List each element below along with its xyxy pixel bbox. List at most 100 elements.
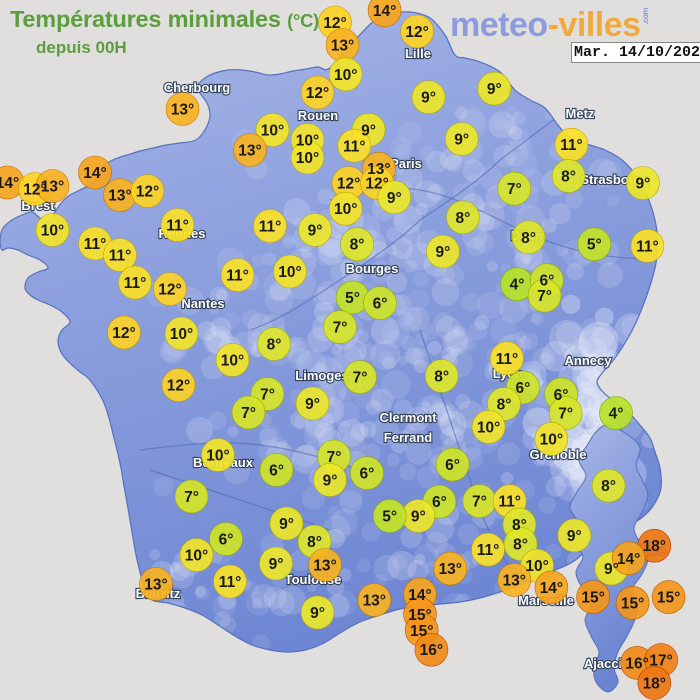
- svg-text:14°: 14°: [617, 551, 640, 568]
- svg-text:4°: 4°: [510, 277, 525, 294]
- svg-text:12°: 12°: [337, 176, 360, 193]
- svg-text:10°: 10°: [334, 201, 357, 218]
- svg-text:10°: 10°: [296, 133, 319, 150]
- svg-text:10°: 10°: [278, 264, 301, 281]
- svg-text:Nantes: Nantes: [181, 296, 224, 311]
- svg-text:Clermont: Clermont: [379, 410, 437, 425]
- svg-text:Annecy: Annecy: [565, 353, 613, 368]
- svg-text:10°: 10°: [477, 419, 500, 436]
- svg-text:7°: 7°: [558, 406, 573, 423]
- svg-text:13°: 13°: [171, 102, 194, 119]
- svg-text:11°: 11°: [124, 275, 147, 292]
- svg-text:13°: 13°: [41, 179, 64, 196]
- svg-text:14°: 14°: [540, 580, 563, 597]
- svg-text:15°: 15°: [657, 590, 680, 607]
- svg-text:8°: 8°: [434, 369, 449, 386]
- svg-text:9°: 9°: [635, 176, 650, 193]
- svg-text:7°: 7°: [241, 405, 256, 422]
- svg-text:9°: 9°: [567, 528, 582, 545]
- svg-text:10°: 10°: [540, 431, 563, 448]
- svg-text:12°: 12°: [136, 184, 159, 201]
- svg-text:13°: 13°: [144, 577, 167, 594]
- svg-text:10°: 10°: [206, 448, 229, 465]
- svg-text:16°: 16°: [625, 655, 648, 672]
- svg-text:8°: 8°: [601, 478, 616, 495]
- svg-text:10°: 10°: [185, 548, 208, 565]
- svg-text:13°: 13°: [503, 573, 526, 590]
- svg-text:14°: 14°: [0, 175, 19, 192]
- svg-text:6°: 6°: [219, 532, 234, 549]
- svg-text:11°: 11°: [84, 236, 107, 253]
- svg-text:14°: 14°: [373, 3, 396, 20]
- svg-text:6°: 6°: [373, 296, 388, 313]
- svg-text:12°: 12°: [365, 176, 388, 193]
- svg-text:7°: 7°: [327, 449, 342, 466]
- svg-text:Rouen: Rouen: [298, 108, 339, 123]
- svg-text:9°: 9°: [387, 190, 402, 207]
- svg-text:8°: 8°: [307, 534, 322, 551]
- svg-text:5°: 5°: [587, 237, 602, 254]
- svg-text:13°: 13°: [363, 593, 386, 610]
- svg-text:Cherbourg: Cherbourg: [164, 80, 231, 95]
- svg-text:8°: 8°: [267, 337, 282, 354]
- svg-text:8°: 8°: [350, 237, 365, 254]
- svg-text:9°: 9°: [487, 81, 502, 98]
- svg-text:7°: 7°: [353, 370, 368, 387]
- svg-text:7°: 7°: [472, 494, 487, 511]
- svg-text:11°: 11°: [343, 138, 366, 155]
- svg-text:13°: 13°: [331, 38, 354, 55]
- svg-text:6°: 6°: [269, 463, 284, 480]
- svg-text:Bourges: Bourges: [346, 261, 399, 276]
- svg-text:15°: 15°: [410, 623, 433, 640]
- svg-text:14°: 14°: [83, 165, 106, 182]
- svg-text:11°: 11°: [259, 219, 282, 236]
- svg-text:9°: 9°: [323, 473, 338, 490]
- svg-text:10°: 10°: [261, 123, 284, 140]
- svg-text:8°: 8°: [513, 537, 528, 554]
- svg-text:10°: 10°: [41, 223, 64, 240]
- svg-text:6°: 6°: [359, 466, 374, 483]
- svg-text:12°: 12°: [167, 378, 190, 395]
- svg-text:9°: 9°: [269, 556, 284, 573]
- svg-text:5°: 5°: [345, 290, 360, 307]
- svg-text:5°: 5°: [382, 509, 397, 526]
- svg-text:11°: 11°: [219, 574, 242, 591]
- svg-text:10°: 10°: [170, 326, 193, 343]
- svg-text:13°: 13°: [439, 561, 462, 578]
- svg-text:11°: 11°: [496, 351, 519, 368]
- svg-text:7°: 7°: [333, 320, 348, 337]
- svg-text:Ferrand: Ferrand: [384, 430, 432, 445]
- svg-text:13°: 13°: [238, 143, 261, 160]
- svg-text:12°: 12°: [306, 85, 329, 102]
- svg-text:11°: 11°: [166, 218, 189, 235]
- svg-text:6°: 6°: [539, 273, 554, 290]
- svg-text:12°: 12°: [112, 325, 135, 342]
- svg-text:9°: 9°: [435, 244, 450, 261]
- svg-text:16°: 16°: [420, 642, 443, 659]
- svg-text:8°: 8°: [455, 210, 470, 227]
- svg-text:Metz: Metz: [566, 106, 595, 121]
- svg-text:Limoges: Limoges: [295, 368, 348, 383]
- svg-text:13°: 13°: [313, 558, 336, 575]
- svg-text:15°: 15°: [621, 595, 644, 612]
- svg-text:9°: 9°: [279, 516, 294, 533]
- svg-text:9°: 9°: [421, 90, 436, 107]
- svg-text:10°: 10°: [221, 353, 244, 370]
- svg-text:10°: 10°: [296, 150, 319, 167]
- svg-text:9°: 9°: [310, 605, 325, 622]
- svg-text:17°: 17°: [649, 653, 672, 670]
- svg-text:18°: 18°: [643, 538, 666, 555]
- svg-text:13°: 13°: [108, 188, 131, 205]
- svg-text:11°: 11°: [636, 238, 659, 255]
- svg-text:12°: 12°: [405, 24, 428, 41]
- svg-text:8°: 8°: [521, 230, 536, 247]
- svg-text:9°: 9°: [308, 223, 323, 240]
- svg-text:7°: 7°: [260, 387, 275, 404]
- svg-text:11°: 11°: [477, 542, 500, 559]
- svg-text:9°: 9°: [305, 396, 320, 413]
- svg-text:6°: 6°: [554, 387, 569, 404]
- svg-text:8°: 8°: [497, 397, 512, 414]
- svg-text:10°: 10°: [334, 67, 357, 84]
- svg-text:7°: 7°: [537, 288, 552, 305]
- svg-text:9°: 9°: [454, 132, 469, 149]
